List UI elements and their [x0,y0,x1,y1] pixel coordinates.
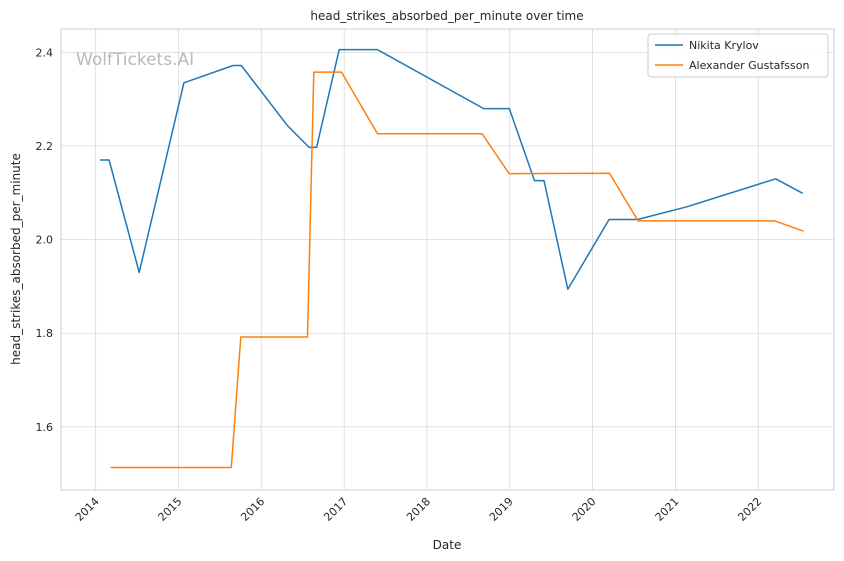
legend-box [647,33,829,78]
series-line-alexander-gustafsson [110,71,804,469]
x-axis-label: Date [433,538,462,552]
series-line-nikita-krylov [100,48,804,290]
plot-frame [60,28,835,491]
legend-label-nikita-krylov: Nikita Krylov [689,39,759,52]
y-tick-label: 2.2 [36,140,54,153]
y-axis-label: head_strikes_absorbed_per_minute [9,153,23,365]
y-tick-label: 1.8 [36,327,54,340]
series-layer [100,48,804,469]
y-tick-label: 1.6 [36,421,54,434]
watermark-text: WolfTickets.AI [76,50,194,70]
y-tick-label: 2.0 [36,234,54,247]
legend-label-alexander-gustafsson: Alexander Gustafsson [689,59,809,72]
y-tick-label: 2.4 [36,46,54,59]
chart-title: head_strikes_absorbed_per_minute over ti… [310,9,583,23]
legend: Nikita Krylov Alexander Gustafsson [647,33,829,78]
